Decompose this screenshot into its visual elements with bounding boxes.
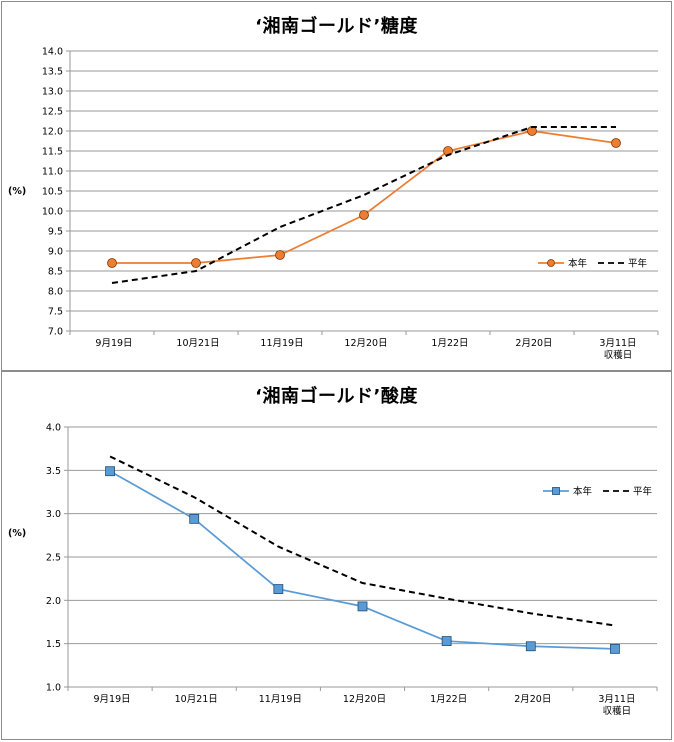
y-tick-label: 9.0 [48, 247, 63, 258]
x-tick-label: 1月22日 [430, 694, 467, 705]
y-axis-unit-label: (%) [8, 186, 26, 197]
x-tick-label: 9月19日 [94, 694, 131, 705]
data-point-marker [525, 641, 536, 652]
y-tick-label: 1.5 [46, 639, 61, 650]
sugar-chart-title: ‘湘南ゴールド’糖度 [255, 16, 418, 37]
acid-chart-plot: 1.0 1.5 2.0 2.5 3.0 3.5 4.0 9月19日 10月21日 11月19日 12… [8, 423, 658, 717]
data-point-marker [610, 643, 620, 654]
acid-chart-title: ‘湘南ゴールド’酸度 [255, 386, 418, 407]
y-tick-label: 7.5 [48, 307, 63, 318]
data-point-marker [273, 584, 284, 594]
data-point-marker [357, 601, 368, 612]
y-tick-label: 10.5 [42, 187, 63, 198]
y-tick-label: 12.0 [42, 127, 63, 138]
x-tick-label: 11月19日 [259, 694, 302, 705]
y-tick-label: 4.0 [46, 423, 61, 434]
legend-label: 本年 [573, 486, 593, 498]
data-point-marker [275, 250, 285, 260]
data-point-marker [107, 258, 117, 268]
data-point-marker [611, 138, 621, 148]
data-point-marker [105, 466, 115, 477]
y-tick-label: 12.5 [42, 107, 63, 118]
data-point-marker [359, 210, 369, 220]
y-tick-label: 13.5 [42, 67, 63, 78]
data-point-marker [189, 513, 200, 524]
x-tick-label: 11月19日 [260, 338, 303, 349]
sugar-chart-plot: 7.0 7.5 8.0 8.5 9.0 9.5 10.0 10.5 11.0 11.5 12.0 12… [8, 47, 659, 361]
y-tick-label: 3.0 [46, 509, 61, 520]
data-point-marker [441, 636, 452, 646]
x-tick-label: 2月20日 [514, 694, 551, 705]
sugar-chart-panel: ‘湘南ゴールド’糖度 7.0 7.5 8.0 8.5 9.0 9.5 10.0 10.5 11.… [1, 1, 672, 371]
y-tick-label: 7.0 [48, 327, 63, 338]
legend-label: 平年 [628, 258, 648, 270]
series-line [109, 455, 616, 627]
x-tick-sublabel: 収穫日 [603, 705, 632, 717]
y-tick-label: 9.5 [48, 227, 63, 238]
y-tick-label: 2.0 [46, 596, 61, 607]
y-tick-label: 10.0 [42, 207, 63, 218]
x-tick-label: 2月20日 [515, 338, 552, 349]
series-line [111, 126, 616, 284]
x-tick-label: 3月11日 [598, 694, 635, 705]
x-tick-sublabel: 収穫日 [604, 349, 633, 361]
x-tick-label: 9月19日 [95, 338, 132, 349]
x-tick-label: 12月20日 [344, 338, 387, 349]
y-tick-label: 11.0 [42, 167, 63, 178]
y-tick-label: 2.5 [46, 553, 61, 564]
legend-marker [552, 487, 560, 495]
data-point-marker [191, 258, 201, 268]
x-tick-label: 3月11日 [599, 338, 636, 349]
legend-label: 本年 [568, 258, 588, 270]
legend-label: 平年 [633, 486, 653, 498]
legend-marker [547, 259, 555, 267]
y-tick-label: 8.5 [48, 267, 63, 278]
x-tick-label: 10月21日 [175, 694, 218, 705]
x-tick-label: 1月22日 [431, 338, 468, 349]
x-tick-label: 12月20日 [343, 694, 386, 705]
y-axis-unit-label: (%) [8, 528, 26, 539]
y-tick-label: 3.5 [46, 466, 61, 477]
y-tick-label: 11.5 [42, 147, 63, 158]
y-tick-label: 1.0 [46, 683, 61, 694]
x-tick-label: 10月21日 [176, 338, 219, 349]
acid-chart-panel: ‘湘南ゴールド’酸度 1.0 1.5 2.0 2.5 3.0 3.5 4.0 9月19日 10月… [1, 371, 672, 740]
y-tick-label: 13.0 [42, 87, 63, 98]
series-line [109, 470, 615, 650]
y-tick-label: 8.0 [48, 287, 63, 298]
y-tick-label: 14.0 [42, 47, 63, 58]
